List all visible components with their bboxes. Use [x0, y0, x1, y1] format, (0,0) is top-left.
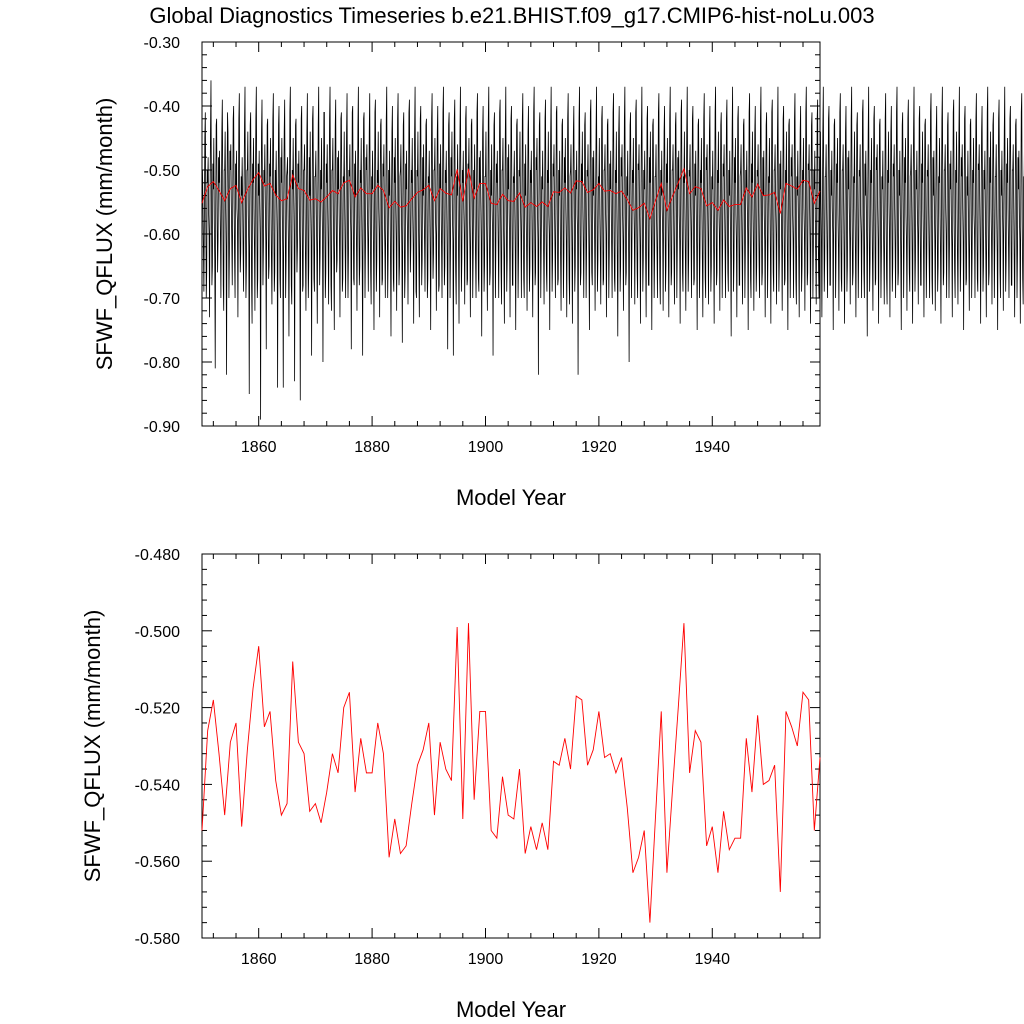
bottom-annual-series-line — [201, 623, 821, 923]
bottom-y-tick-label: -0.480 — [135, 547, 180, 564]
top-y-tick-label: -0.90 — [144, 419, 181, 436]
top-y-tick-label: -0.60 — [144, 227, 181, 244]
top-monthly-series-line — [201, 80, 1024, 420]
top-series-lines — [201, 80, 1024, 420]
bottom-y-tick-label: -0.500 — [135, 624, 180, 641]
top-x-tick-label: 1860 — [241, 439, 277, 456]
top-x-tick-label: 1920 — [581, 439, 617, 456]
bottom-y-axis-title: SFWF_QFLUX (mm/month) — [80, 610, 105, 883]
bottom-y-tick-label: -0.560 — [135, 854, 180, 871]
top-y-tick-label: -0.40 — [144, 99, 181, 116]
bottom-y-tick-labels: -0.580 -0.560 -0.540 -0.520 -0.500 -0.480 — [135, 547, 180, 948]
top-y-tick-label: -0.70 — [144, 291, 181, 308]
bottom-x-tick-label: 1860 — [241, 951, 277, 968]
bottom-plot-frame — [201, 553, 821, 939]
top-y-tick-label: -0.50 — [144, 163, 181, 180]
top-x-tick-labels: 1860 1880 1900 1920 1940 — [241, 439, 730, 456]
bottom-tick-marks — [202, 553, 820, 939]
top-panel: -0.90 -0.80 -0.70 -0.60 -0.50 -0.40 -0.30 1860… — [92, 35, 1024, 510]
top-x-tick-label: 1880 — [354, 439, 390, 456]
top-y-tick-label: -0.30 — [144, 35, 181, 52]
top-x-axis-title: Model Year — [456, 485, 566, 510]
top-annual-series-line — [201, 167, 821, 221]
bottom-y-tick-label: -0.580 — [135, 931, 180, 948]
top-y-tick-labels: -0.90 -0.80 -0.70 -0.60 -0.50 -0.40 -0.30 — [144, 35, 181, 436]
bottom-y-tick-label: -0.540 — [135, 777, 180, 794]
bottom-panel: -0.580 -0.560 -0.540 -0.520 -0.500 -0.480 186… — [80, 547, 821, 1022]
bottom-x-tick-label: 1880 — [354, 951, 390, 968]
bottom-x-tick-labels: 1860 1880 1900 1920 1940 — [241, 951, 730, 968]
top-x-tick-label: 1940 — [694, 439, 730, 456]
bottom-series-lines — [201, 623, 821, 923]
top-tick-marks — [202, 41, 820, 427]
bottom-x-axis-title: Model Year — [456, 997, 566, 1022]
bottom-x-tick-label: 1920 — [581, 951, 617, 968]
top-x-tick-label: 1900 — [468, 439, 504, 456]
bottom-y-tick-label: -0.520 — [135, 701, 180, 718]
top-y-tick-label: -0.80 — [144, 355, 181, 372]
figure-title: Global Diagnostics Timeseries b.e21.BHIS… — [149, 3, 874, 28]
top-y-axis-title: SFWF_QFLUX (mm/month) — [92, 98, 117, 371]
bottom-x-tick-label: 1940 — [694, 951, 730, 968]
bottom-x-tick-label: 1900 — [468, 951, 504, 968]
